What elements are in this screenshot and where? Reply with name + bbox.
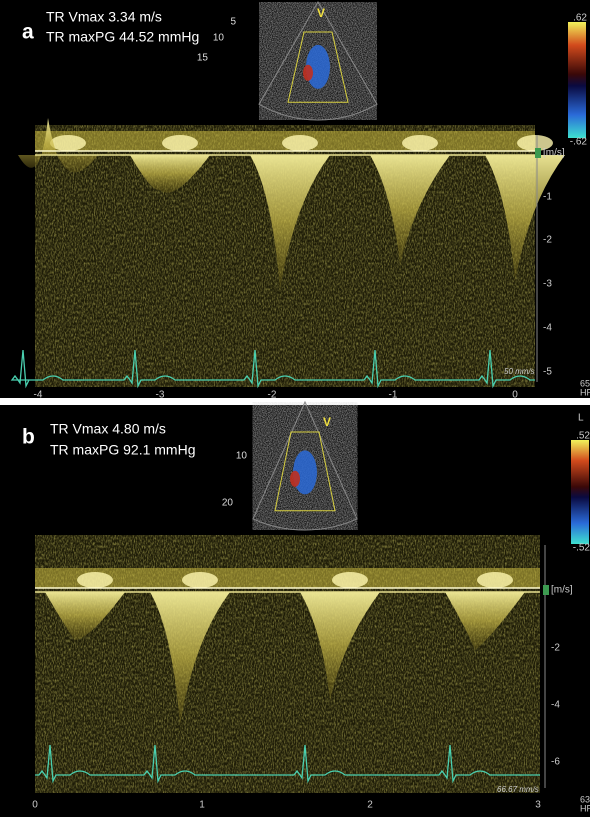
figure: V51015aTR Vmax 3.34 m/sTR maxPG 44.52 mm… xyxy=(0,0,590,817)
heart-rate-unit: HR xyxy=(580,803,590,813)
corner-mark: L xyxy=(578,413,584,424)
tr-vmax: TR Vmax 4.80 m/s xyxy=(50,421,166,437)
velocity-tick: -5 xyxy=(543,367,552,378)
time-tick: -4 xyxy=(34,390,43,401)
time-tick: -1 xyxy=(389,390,398,401)
velocity-tick: -3 xyxy=(543,279,552,290)
time-tick: -2 xyxy=(268,390,277,401)
time-tick: -3 xyxy=(156,390,165,401)
velocity-tick: -4 xyxy=(551,700,560,711)
band-blob xyxy=(162,135,198,151)
color-scale-min: -.62 xyxy=(570,137,588,148)
tr-maxpg: TR maxPG 92.1 mmHg xyxy=(50,442,195,458)
band-blob xyxy=(332,572,368,588)
velocity-unit: [m/s] xyxy=(543,148,565,159)
velocity-tick: -2 xyxy=(551,643,560,654)
depth-mark: 10 xyxy=(213,33,225,44)
baseline-marker xyxy=(535,148,541,158)
sweep-speed: 66.67 mm/s xyxy=(497,785,539,794)
band-blob xyxy=(477,572,513,588)
velocity-unit: [m/s] xyxy=(551,585,573,596)
time-tick: 1 xyxy=(199,800,205,811)
band-blob xyxy=(182,572,218,588)
band-blob xyxy=(77,572,113,588)
sector-marker: V xyxy=(323,415,331,429)
baseline-marker xyxy=(543,585,549,595)
velocity-tick: -1 xyxy=(543,192,552,203)
color-scale-max: .52 xyxy=(576,431,590,442)
depth-mark: 5 xyxy=(230,17,236,28)
time-tick: 0 xyxy=(32,800,38,811)
color-flow xyxy=(303,65,313,81)
heart-rate-unit: HR xyxy=(580,387,590,397)
panel-label: b xyxy=(22,426,35,449)
color-bar xyxy=(568,22,586,138)
time-tick: 2 xyxy=(367,800,373,811)
depth-mark: 15 xyxy=(197,53,209,64)
panel-label: a xyxy=(22,21,34,44)
velocity-tick: -6 xyxy=(551,757,560,768)
band-blob xyxy=(282,135,318,151)
sweep-speed: 50 mm/s xyxy=(504,367,535,376)
color-bar xyxy=(571,440,589,544)
depth-mark: 20 xyxy=(222,498,234,509)
velocity-tick: -4 xyxy=(543,323,552,334)
band-blob xyxy=(402,135,438,151)
sector-marker: V xyxy=(317,6,325,20)
color-flow xyxy=(290,471,300,487)
band-blob xyxy=(50,135,86,151)
time-tick: 0 xyxy=(512,390,518,401)
depth-mark: 10 xyxy=(236,451,248,462)
time-tick: 3 xyxy=(535,800,541,811)
tr-vmax: TR Vmax 3.34 m/s xyxy=(46,9,162,25)
color-scale-min: -.52 xyxy=(573,543,590,554)
tr-maxpg: TR maxPG 44.52 mmHg xyxy=(46,29,199,45)
velocity-tick: -2 xyxy=(543,235,552,246)
color-scale-max: .62 xyxy=(573,13,587,24)
